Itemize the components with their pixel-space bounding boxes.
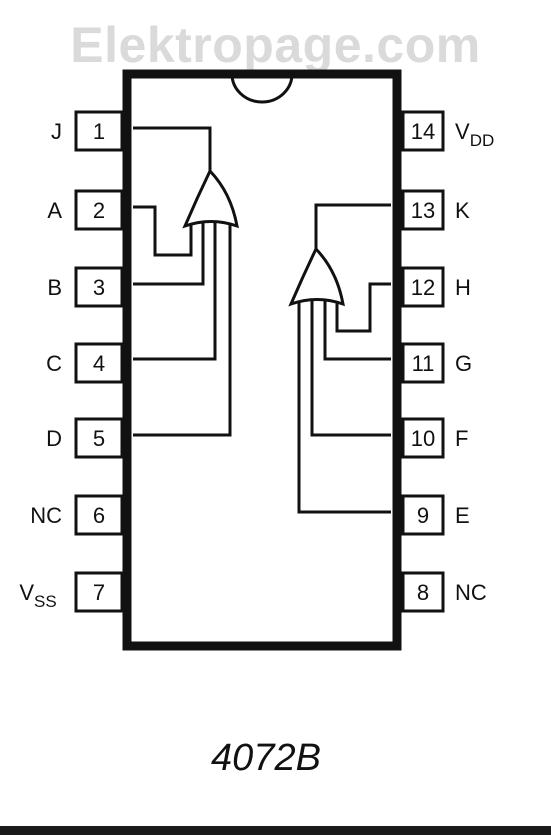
pin-label-text: C [46,351,62,376]
pin-label-right-6: NC [455,580,487,605]
pin-number: 3 [93,275,105,300]
pin-box [401,266,445,308]
pin-14: 14 VDD [401,110,494,152]
or-gate-1 [133,126,239,437]
pin-label-left-4: D [46,426,62,451]
pin-number: 7 [93,580,105,605]
pin-label-left-6: VSS [19,580,56,611]
pin-8: 8 NC [401,571,487,613]
pin-label-text: V [455,119,470,144]
pin-number: 13 [411,198,435,223]
gate2-output-wire [314,203,391,249]
pin-box [401,494,445,536]
pin-box [401,417,445,459]
pin-label-right-1: K [455,198,470,223]
pin-number: 5 [93,426,105,451]
part-number-label: 4072B [211,737,321,779]
pin-box [74,110,124,152]
pin-12: 12 H [401,266,471,308]
pin-label-subscript: DD [470,131,495,150]
pin-label-right-3: G [455,351,472,376]
pin-6: 6 NC [30,494,124,536]
pin-box [401,571,445,613]
pin-number: 12 [411,275,435,300]
pin-1: 1J [51,110,124,152]
pin-label-left-3: C [46,351,62,376]
pin1-notch [230,73,294,104]
pin-box [401,342,445,384]
pin-label-right-2: H [455,275,471,300]
gate2-input-g-wire [323,300,391,361]
pin-label-left-2: B [47,275,62,300]
pin-number: 2 [93,198,105,223]
pin-number: 11 [412,351,435,376]
gate1-output-wire [133,126,212,171]
gate1-input-d-wire [133,223,232,437]
watermark: Elektropage.com [70,17,481,73]
pin-label-text: J [51,119,62,144]
pin-box [401,189,445,231]
bottom-edge-bar [0,826,551,835]
pin-box [74,494,124,536]
pin-2: 2A [47,189,124,231]
pin-label-right-5: E [455,503,470,528]
pin-label-text: F [455,426,468,451]
pin-number: 1 [93,119,105,144]
gate1-input-a-wire [133,205,193,257]
or-gate-1-symbol [182,168,239,229]
pin-label-subscript: SS [34,592,57,611]
pin-label-text: K [455,198,470,223]
pin-label-left-0: J [51,119,62,144]
pin-5: 5D [46,417,124,459]
pin-box [401,110,445,152]
pin-box [74,417,124,459]
gate2-input-f-wire [310,300,391,437]
pin-label-text: H [455,275,471,300]
pin-label-left-5: NC [30,503,62,528]
pin-number: 14 [411,119,435,144]
gate1-input-b-wire [133,222,205,286]
pin-10: 10 F [401,417,468,459]
gate2-input-h-wire [335,282,391,333]
pin-3: 3B [47,266,124,308]
pin-number: 8 [417,580,429,605]
or-gate-2-symbol [288,246,345,307]
pin-label-left-1: A [47,198,62,223]
pin-box [74,266,124,308]
or-gate-2 [288,203,391,514]
pin-label-text: B [47,275,62,300]
gate2-input-e-wire [297,301,391,514]
pin-label-text: G [455,351,472,376]
pin-number: 9 [417,503,429,528]
pin-label-text: NC [455,580,487,605]
pin-11: 11 G [401,342,472,384]
pin-label-text: V [19,580,34,605]
pin-label-text: E [455,503,470,528]
pin-box [74,571,124,613]
pin-label-text: NC [30,503,62,528]
pin-13: 13 K [401,189,470,231]
pin-number: 10 [411,426,435,451]
pin-4: 4C [46,342,124,384]
pin-label-text: D [46,426,62,451]
pin-number: 6 [93,503,105,528]
gate1-input-c-wire [133,221,217,361]
pin-7: 7 VSS [19,571,124,613]
pin-label-right-4: F [455,426,468,451]
pin-label-text: A [47,198,62,223]
pin-box [74,189,124,231]
pin-number: 4 [93,351,105,376]
pin-label-right-0: VDD [455,119,494,150]
pin-box [74,342,124,384]
